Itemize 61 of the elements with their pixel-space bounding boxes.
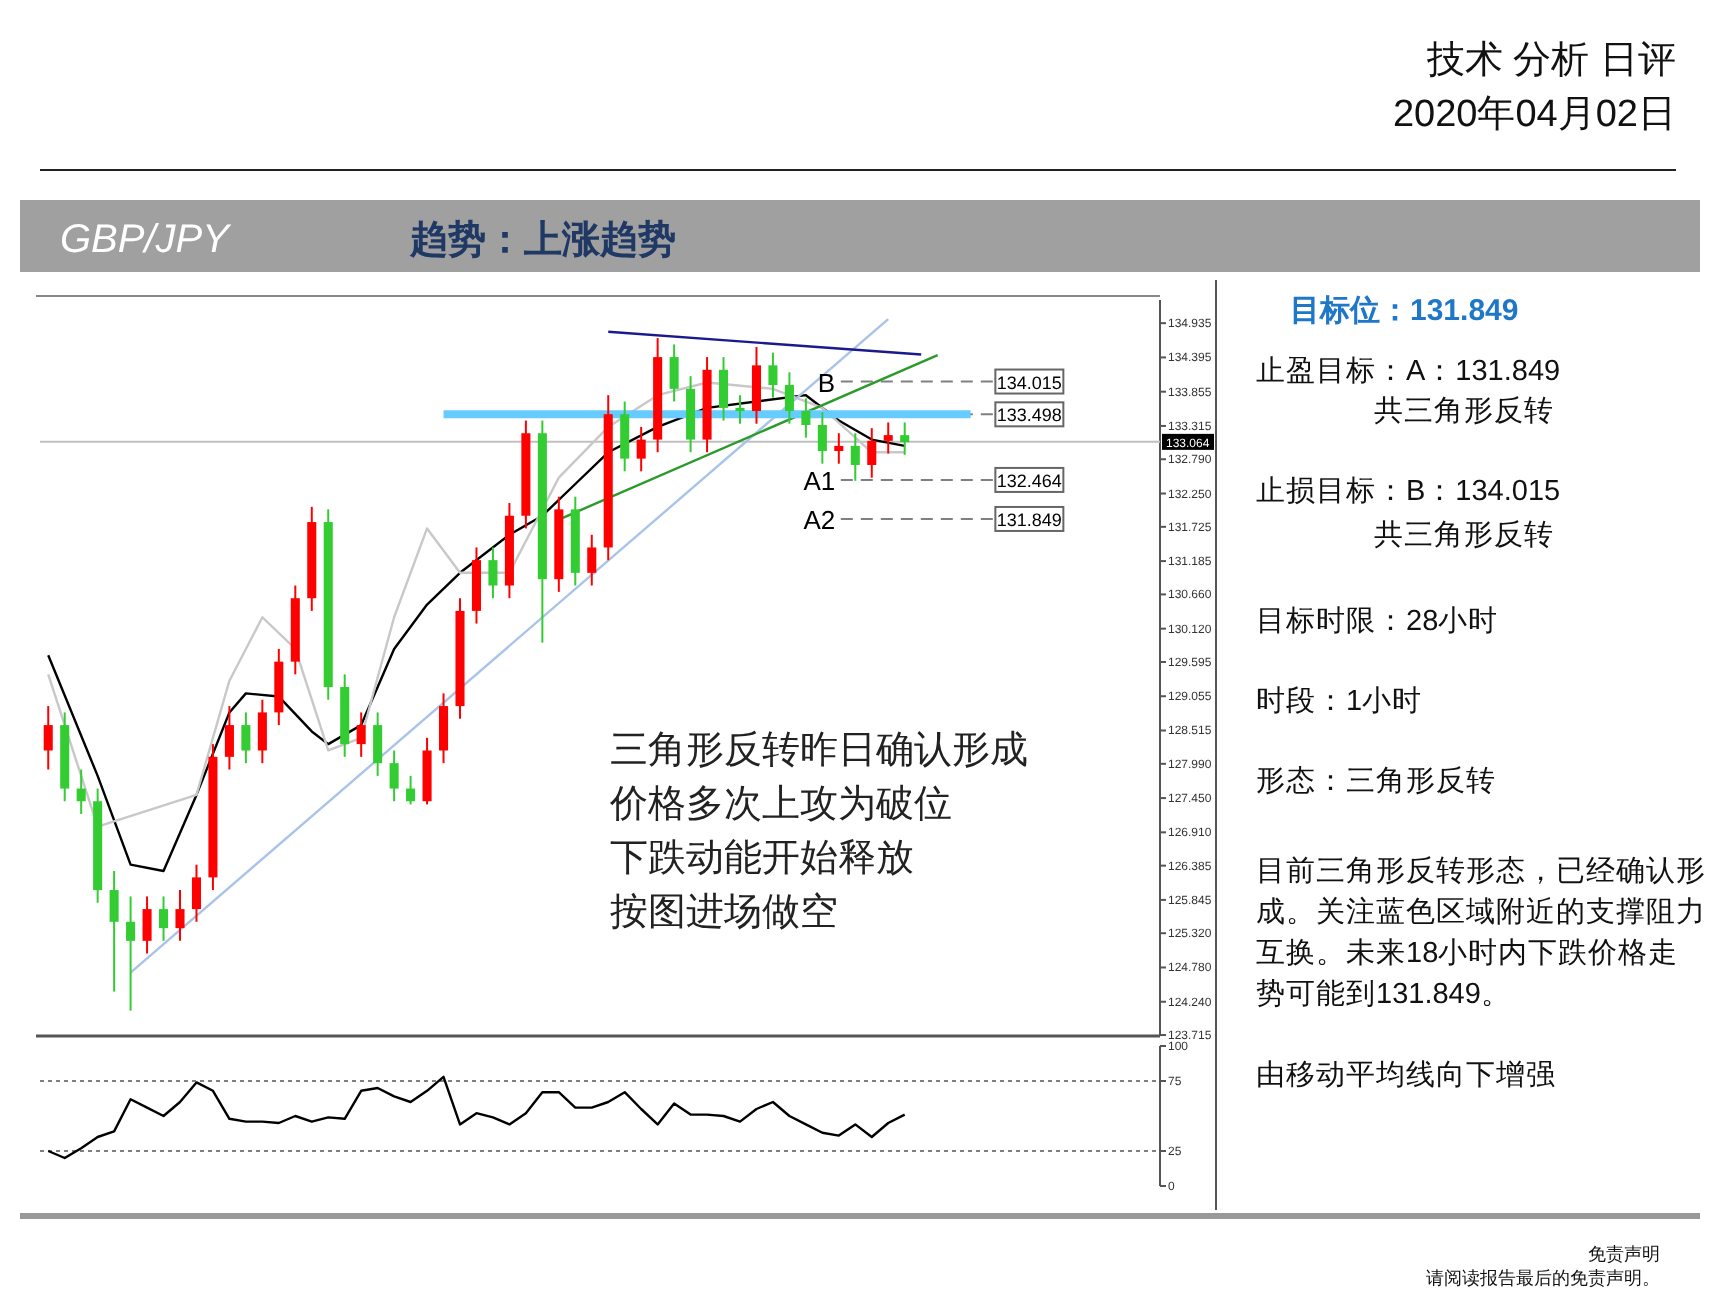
candlestick [801, 397, 811, 439]
text: 目前三角形反转形态，已经确认形成。关注蓝色区域附近的支撑阻力互换。未来18小时内下跌价格走势可能到131.849。 [1256, 854, 1706, 1011]
candlestick [735, 394, 745, 425]
chart-title: GBP/JPY [60, 218, 233, 262]
candlestick [142, 895, 152, 955]
ref-line-label: 133.498 [996, 405, 1062, 426]
candlestick [620, 400, 630, 473]
candlestick [439, 692, 449, 765]
candlestick [587, 533, 597, 587]
text: 止盈目标：A：131.849 [1256, 354, 1561, 388]
text: 共三角形反转 [1374, 394, 1554, 428]
text: 形态：三角形反转 [1256, 764, 1496, 798]
candlestick [191, 863, 201, 923]
candlestick [488, 546, 498, 600]
candlestick [636, 425, 646, 473]
chart-subtitle: 趋势：上涨趋势 [408, 218, 676, 262]
candlestick [356, 711, 366, 758]
annotation: A1 [803, 465, 836, 496]
candlestick [784, 371, 794, 425]
ref-line-label: 134.015 [996, 372, 1062, 393]
candlestick [175, 889, 185, 942]
text: 免责声明 [1588, 1244, 1660, 1264]
candlestick [126, 895, 136, 1012]
candlestick [719, 356, 729, 422]
candlestick [241, 711, 251, 765]
text: 目标时限：28小时 [1256, 604, 1499, 638]
candlestick [109, 870, 119, 993]
text: 时段：1小时 [1256, 684, 1423, 718]
text: 2020年04月02日 [1392, 94, 1676, 136]
candlestick [373, 711, 383, 777]
candlestick [43, 705, 53, 771]
candlestick [751, 345, 761, 425]
candlestick [159, 895, 169, 942]
candlestick [224, 705, 234, 771]
candlestick [900, 421, 910, 456]
candlestick [768, 351, 778, 399]
annotation: 下跌动能开始释放 [610, 838, 914, 880]
ref-line-label: 131.849 [996, 509, 1062, 530]
annotation: 按图进场做空 [610, 890, 838, 934]
text: 请阅读报告最后的免责声明。 [1426, 1268, 1660, 1288]
line-series [47, 1075, 906, 1160]
candlestick [834, 432, 844, 465]
annotation: B [817, 367, 836, 398]
text: 止损目标：B：134.015 [1256, 474, 1561, 508]
candlestick [257, 698, 267, 765]
annotation: 三角形反转昨日确认形成 [610, 730, 1028, 772]
candlestick [76, 768, 86, 815]
text: 技术 分析 日评 [1424, 40, 1676, 82]
text: 由移动平均线向下增强 [1256, 1058, 1556, 1092]
text: 共三角形反转 [1374, 518, 1554, 552]
candlestick [883, 421, 893, 455]
annotation: 价格多次上攻为破位 [608, 784, 952, 826]
candlestick [850, 432, 860, 482]
candlestick [389, 749, 399, 803]
ref-line-label: 132.464 [996, 470, 1062, 491]
text: 目标位：131.849 [1290, 294, 1519, 328]
candlestick [669, 343, 679, 403]
candlestick [817, 411, 827, 465]
candlestick [867, 427, 877, 479]
candlestick [406, 774, 416, 806]
annotation: A2 [803, 504, 836, 535]
